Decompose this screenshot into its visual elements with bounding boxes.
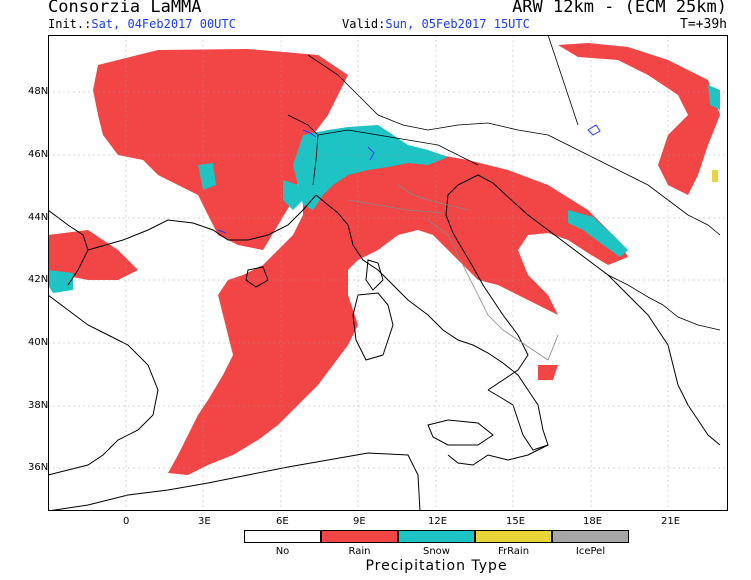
lon-label: 0: [123, 516, 130, 527]
legend-bar: [244, 530, 629, 543]
producer-title: Consorzia LaMMA: [48, 0, 202, 17]
legend-swatch-rain: [321, 530, 398, 543]
lon-label: 6E: [276, 516, 289, 527]
legend-swatch-icepel: [552, 530, 629, 543]
model-title: ARW 12km - (ECM 25km): [512, 0, 727, 17]
legend-swatch-snow: [398, 530, 475, 543]
valid-label: Valid:: [342, 17, 386, 31]
legend-title: Precipitation Type: [365, 558, 508, 574]
lon-label: 21E: [661, 516, 681, 527]
lon-label: 15E: [506, 516, 526, 527]
country-borders: [287, 35, 721, 331]
lat-label: 42N: [28, 274, 49, 285]
lon-label: 12E: [428, 516, 448, 527]
legend-label-icepel: IcePel: [575, 546, 606, 557]
map-frame: [48, 35, 728, 511]
init-label: Init.:: [48, 17, 92, 31]
lat-label: 46N: [28, 149, 49, 160]
legend-label-snow: Snow: [423, 546, 450, 557]
coastlines: [48, 174, 721, 511]
valid-time: Valid:Sun, 05Feb2017 15UTC: [342, 17, 530, 31]
freezing-rain-spot: [712, 170, 718, 182]
legend-label-frrain: FrRain: [497, 546, 530, 557]
lead-time: T=+39h: [680, 17, 727, 32]
lat-label: 40N: [28, 337, 49, 348]
region-borders: [347, 184, 559, 361]
lon-label: 9E: [353, 516, 366, 527]
lat-label: 44N: [28, 212, 49, 223]
valid-value: Sun, 05Feb2017 15UTC: [385, 17, 530, 31]
snow-areas: [48, 85, 720, 293]
lakes: [217, 124, 601, 234]
precipitation-map: [48, 35, 728, 511]
lon-label: 3E: [198, 516, 211, 527]
legend-swatch-frrain: [475, 530, 552, 543]
legend-swatch-no: [244, 530, 321, 543]
legend-label-no: No: [275, 546, 290, 557]
lon-label: 18E: [583, 516, 603, 527]
legend-label-rain: Rain: [348, 546, 371, 557]
init-value: Sat, 04Feb2017 00UTC: [91, 17, 236, 31]
lat-label: 38N: [28, 400, 49, 411]
lat-label: 36N: [28, 462, 49, 473]
init-time: Init.:Sat, 04Feb2017 00UTC: [48, 17, 236, 31]
lat-label: 48N: [28, 86, 49, 97]
lat-lon-grid: [48, 35, 728, 511]
